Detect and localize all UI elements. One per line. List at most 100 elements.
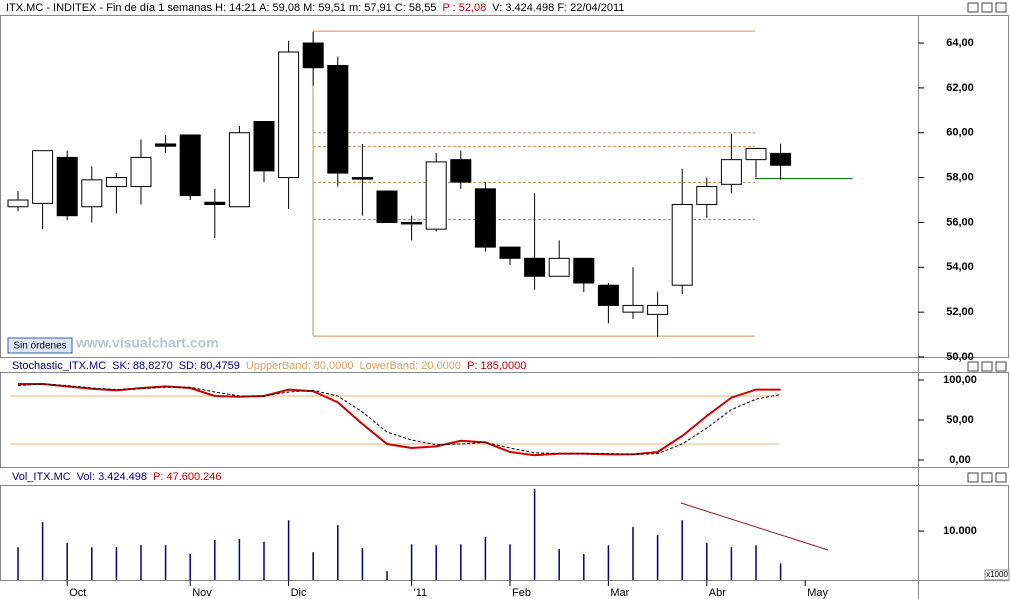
x-tick-label: Feb [512,587,531,599]
price-panel [0,15,1009,358]
volume-bar [435,545,437,580]
candle-body [32,150,54,204]
legend-entry: LowerBand: 20,0000 [360,360,462,372]
x-tick-label: Nov [192,587,212,599]
volume-bar [410,544,413,580]
candle-body [548,257,570,277]
button-min[interactable] [967,361,979,372]
volume-bar [115,547,118,580]
candle-body [597,284,619,306]
volume-bar [730,547,733,580]
candle-body [622,304,644,313]
volume-bar [755,545,757,580]
y-tick-label: 64,00 [946,37,974,49]
candle-body [204,201,226,206]
y-tick-label: 58,00 [946,171,974,183]
legend-entry: Vol: 3.424.498 [77,471,147,483]
candle-body [228,132,250,208]
x-tick-label: Mar [610,587,629,599]
candle-body [7,199,29,208]
candle-body [105,177,127,188]
candle-body [745,147,767,161]
button-max[interactable] [981,361,993,372]
panel-title: Stochastic_ITX.MC [12,360,106,372]
x-tick-label: Abr [709,587,726,599]
volume-bar [583,554,585,580]
x-tick-label: Oct [69,587,86,599]
orders-button-label[interactable]: Sin órdenes [13,341,66,352]
panel-note: P: 47.600.246 [153,471,222,483]
volume-bar [361,548,364,580]
candle-body [179,134,201,197]
x-tick-label: Dic [291,587,307,599]
watermark: www.visualchart.com [75,335,219,351]
y-tick-label: 56,00 [946,216,974,228]
button-close[interactable] [995,472,1007,483]
y-tick-label: 10.000 [943,525,977,537]
volume-bar [189,554,191,580]
header-part: V: 3.424.498 F: 22/04/2011 [492,2,624,14]
volume-bar [460,544,462,580]
candle-body [696,186,718,206]
y-tick-label: 54,00 [946,261,974,273]
button-max[interactable] [981,2,993,13]
candle-body [302,42,324,69]
volume-bar [706,542,708,580]
panel-header: Stochastic_ITX.MC SK: 88,8270 SD: 80,4759 U… [12,360,526,372]
y-tick-label: 50,00 [946,414,974,426]
volume-bar [214,539,216,580]
volume-bar [66,542,68,580]
button-min[interactable] [967,2,979,13]
candle-body [770,152,792,166]
x-tick-label: May [807,587,828,599]
volume-bar [17,547,19,580]
volume-bar [656,534,659,580]
candle-body [155,143,177,147]
candle-body [56,156,78,217]
button-close[interactable] [995,361,1007,372]
y-tick-label: 62,00 [946,82,974,94]
volume-bar [337,525,339,580]
y-tick-label: 100,00 [943,374,977,386]
volume-bar [312,552,314,580]
candle-body [81,179,103,208]
header-part: P : 52,08 [442,2,486,14]
candle-body [671,204,693,286]
series-line [17,383,781,455]
volume-bar [509,544,511,580]
volume-bar [779,563,782,580]
legend-entry: UppperBand: 80,0000 [246,360,354,372]
orders-button[interactable] [7,337,73,354]
button-min[interactable] [967,472,979,483]
candle-body [647,304,669,315]
candle-body [253,121,275,172]
candle-body [278,51,300,179]
volume-bar [263,541,265,580]
window-buttons [967,2,1007,483]
candle-body [376,190,398,223]
header: ITX.MC - INDITEX - Fin de día 1 semanas … [6,2,624,14]
candle-body [450,159,472,183]
trend-line [680,502,829,551]
volume-bar [533,488,536,580]
candle-body [720,159,742,185]
volume-panel [0,485,1009,581]
y-tick-label: 50,00 [946,351,974,363]
candle-body [425,161,447,230]
legend-entry: SD: 80,4759 [179,360,240,372]
stoch-panel [0,372,1009,468]
unit-box [984,569,1010,581]
button-max[interactable] [981,472,993,483]
volume-bar [484,536,487,580]
x-tick-label: '11 [414,587,428,599]
y-tick-label: 0,00 [949,454,970,466]
candle-body [327,64,349,174]
panel-header: Vol_ITX.MC Vol: 3.424.498 P: 47.600.246 [12,471,222,483]
button-close[interactable] [995,2,1007,13]
candle-body [401,221,423,225]
volume-bar [607,545,610,580]
y-tick-label: 60,00 [946,127,974,139]
volume-bar [632,527,634,580]
